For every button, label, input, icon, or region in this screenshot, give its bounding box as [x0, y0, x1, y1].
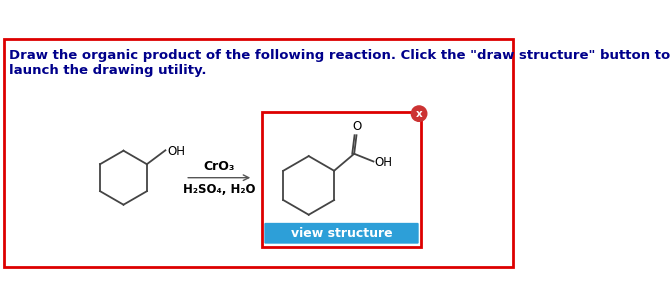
Text: CrO₃: CrO₃: [204, 160, 235, 173]
Bar: [263, 112, 421, 247]
Text: O: O: [352, 120, 362, 133]
Text: OH: OH: [167, 144, 185, 158]
Circle shape: [411, 106, 427, 121]
Text: Draw the organic product of the following reaction. Click the "draw structure" b: Draw the organic product of the followin…: [9, 49, 670, 77]
Text: H₂SO₄, H₂O: H₂SO₄, H₂O: [183, 183, 255, 196]
Text: x: x: [415, 109, 423, 119]
Text: view structure: view structure: [291, 227, 393, 240]
FancyBboxPatch shape: [265, 223, 419, 244]
Text: OH: OH: [375, 156, 392, 169]
